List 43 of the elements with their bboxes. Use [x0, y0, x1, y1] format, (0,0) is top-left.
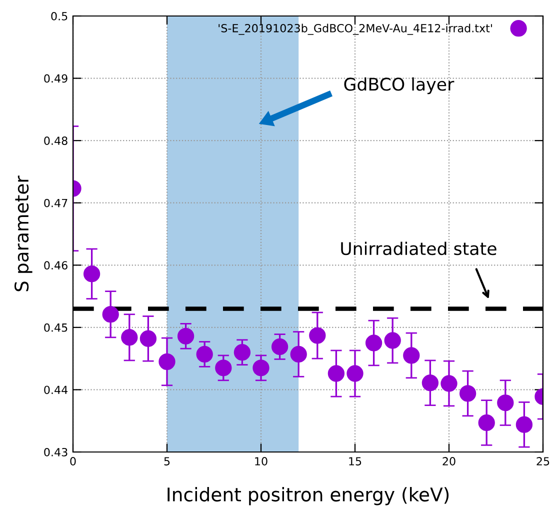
point	[271, 338, 288, 356]
annotation: Unirradiated state	[341, 242, 496, 256]
x-tick-label: 0	[70, 457, 76, 466]
y-tick-label: 0.46	[44, 261, 68, 270]
legend-label: 'S-E_20191023b_GdBCO_2MeV-Au_4E12-irrad.txt'	[218, 24, 492, 35]
x-axis-title: Incident positron energy (keV)	[168, 487, 449, 506]
x-tick-label: 15	[349, 457, 362, 466]
point	[403, 347, 420, 364]
point	[252, 360, 270, 376]
y-axis-title: S parameter	[14, 176, 32, 292]
point	[309, 327, 326, 344]
annotation: GdBCO layer	[344, 77, 454, 94]
point	[422, 374, 439, 392]
point	[215, 360, 232, 376]
x-tick-label: 25	[536, 457, 550, 466]
point	[346, 365, 364, 382]
point	[459, 385, 476, 402]
y-tick-label: 0.48	[44, 136, 68, 145]
y-tick-label: 0.45	[44, 323, 68, 332]
point	[478, 414, 495, 432]
point	[234, 344, 251, 361]
point	[158, 353, 176, 370]
y-tick-label: 0.49	[44, 74, 68, 83]
point	[440, 375, 458, 392]
point	[140, 330, 157, 347]
point	[516, 416, 533, 433]
y-tick-label: 0.5	[51, 12, 68, 20]
point	[102, 306, 119, 323]
x-tick-label: 5	[164, 457, 170, 466]
point	[384, 332, 401, 349]
point	[121, 329, 138, 346]
point	[328, 365, 345, 382]
y-tick-label: 0.43	[44, 448, 68, 456]
point	[365, 334, 382, 352]
x-tick-label: 10	[255, 457, 268, 466]
point	[196, 346, 213, 363]
point	[290, 346, 307, 363]
point	[177, 328, 194, 344]
y-tick-label: 0.44	[44, 386, 68, 394]
y-tick-label: 0.47	[44, 198, 68, 208]
point	[497, 394, 514, 412]
x-tick-label: 20	[442, 457, 456, 466]
point	[83, 266, 100, 282]
